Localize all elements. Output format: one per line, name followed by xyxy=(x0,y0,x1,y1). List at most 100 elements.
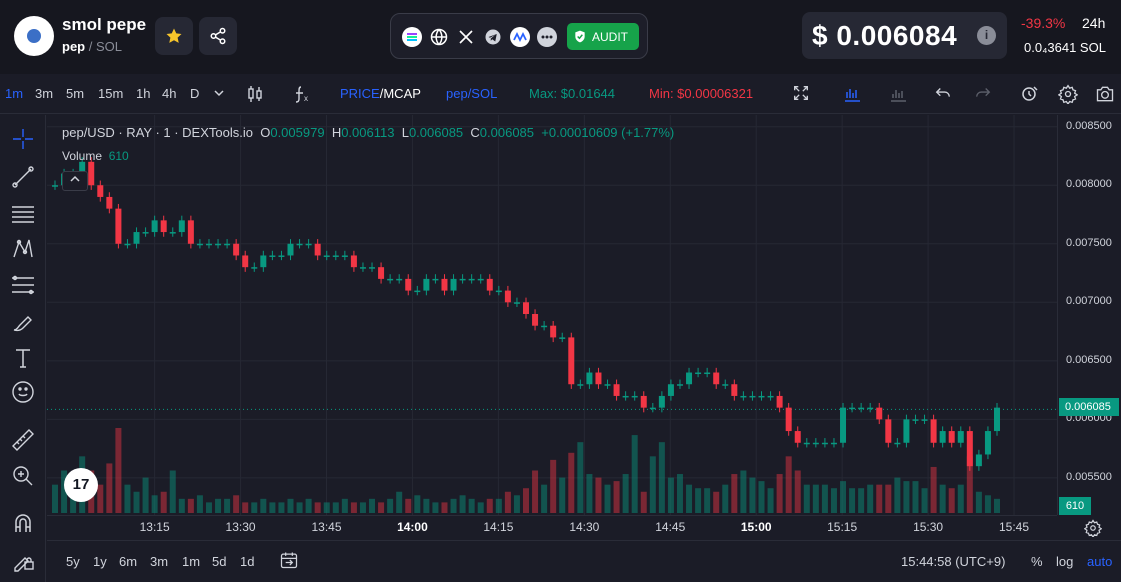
volume-bar xyxy=(414,495,421,513)
volume-bar xyxy=(52,484,58,513)
clock[interactable]: 15:44:58 (UTC+9) xyxy=(901,554,1006,569)
globe-icon[interactable] xyxy=(429,27,449,47)
range-1d[interactable]: 1d xyxy=(240,554,255,569)
candle-body xyxy=(79,161,86,174)
volume-bar xyxy=(704,488,711,513)
volume-bar xyxy=(369,498,376,513)
brush-icon[interactable] xyxy=(11,310,35,334)
volume-bar xyxy=(251,502,258,513)
settings-icon[interactable] xyxy=(1057,84,1079,106)
camera-icon[interactable] xyxy=(1095,84,1115,104)
price-tick-label: 0.008500 xyxy=(1066,119,1112,132)
interval-3m[interactable]: 3m xyxy=(35,86,54,101)
close-value: 0.006085 xyxy=(479,125,535,140)
more-icon[interactable] xyxy=(537,27,557,47)
trades-chart-icon[interactable] xyxy=(842,84,862,104)
drawing-toolbar xyxy=(0,115,46,582)
range-5y[interactable]: 5y xyxy=(66,554,80,569)
volume-bar xyxy=(622,474,629,513)
indicators-icon[interactable]: x xyxy=(293,84,313,104)
interval-1h[interactable]: 1h xyxy=(136,86,151,101)
lock-draw-icon[interactable] xyxy=(11,548,35,572)
volume-bar xyxy=(939,484,946,513)
trend-line-icon[interactable] xyxy=(11,165,35,189)
interval-15m[interactable]: 15m xyxy=(98,86,124,101)
price-chart[interactable] xyxy=(47,115,1057,515)
time-tick-label: 14:15 xyxy=(483,520,514,534)
time-tick-label: 13:15 xyxy=(139,520,170,534)
price-axis[interactable] xyxy=(1057,115,1121,515)
volume-bar xyxy=(975,491,982,513)
candle-body xyxy=(640,395,647,408)
interval-D[interactable]: D xyxy=(190,86,200,101)
interval-dropdown-icon[interactable] xyxy=(214,86,224,101)
candle-body xyxy=(97,185,104,197)
axis-settings-icon[interactable] xyxy=(1083,519,1103,539)
volume-bar xyxy=(233,495,240,513)
volume-chart-icon[interactable] xyxy=(888,84,908,104)
telegram-icon[interactable] xyxy=(483,27,503,47)
info-icon[interactable]: i xyxy=(977,26,996,45)
candle-body xyxy=(169,232,176,234)
redo-icon[interactable] xyxy=(974,84,994,104)
range-5d[interactable]: 5d xyxy=(212,554,227,569)
auto-toggle[interactable]: auto xyxy=(1087,554,1113,569)
range-1m[interactable]: 1m xyxy=(182,554,201,569)
favorite-button[interactable] xyxy=(155,17,193,55)
interval-1m[interactable]: 1m xyxy=(5,86,24,101)
emoji-icon[interactable] xyxy=(11,380,35,404)
share-button[interactable] xyxy=(199,17,237,55)
candle-body xyxy=(269,255,276,257)
time-tick-label: 15:00 xyxy=(740,520,772,534)
volume-bar xyxy=(830,488,837,513)
text-icon[interactable] xyxy=(11,346,35,370)
time-axis[interactable] xyxy=(47,515,1057,539)
magnet-icon[interactable] xyxy=(11,512,35,536)
candle-body xyxy=(595,372,602,385)
ruler-icon[interactable] xyxy=(11,428,35,452)
candle-body xyxy=(441,278,448,291)
range-3m[interactable]: 3m xyxy=(150,554,169,569)
volume-bar xyxy=(640,491,647,513)
pair-toggle[interactable]: pep/SOL xyxy=(446,86,498,101)
volume-bar xyxy=(676,474,683,513)
percent-toggle[interactable]: % xyxy=(1031,554,1043,569)
crosshair-icon[interactable] xyxy=(11,127,35,151)
low-key: L xyxy=(401,125,409,140)
volume-bar xyxy=(595,477,602,513)
solana-icon[interactable] xyxy=(402,27,422,47)
candle-body xyxy=(858,407,865,410)
volume-bar xyxy=(885,484,892,513)
ohlc-legend: pep/USD · RAY · 1 · DEXTools.io O0.00597… xyxy=(62,125,674,140)
candle-body xyxy=(541,325,548,328)
range-1y[interactable]: 1y xyxy=(93,554,107,569)
zoom-icon[interactable] xyxy=(11,464,35,488)
candle-body xyxy=(975,454,982,467)
candle-body xyxy=(332,255,339,257)
low-value: 0.006085 xyxy=(408,125,464,140)
interval-5m[interactable]: 5m xyxy=(66,86,85,101)
candle-body xyxy=(631,395,638,398)
goto-date-icon[interactable] xyxy=(279,550,299,570)
candle-body xyxy=(803,442,810,445)
candle-type-icon[interactable] xyxy=(245,84,265,104)
pattern-icon[interactable] xyxy=(11,237,35,261)
range-6m[interactable]: 6m xyxy=(119,554,138,569)
audit-button[interactable]: AUDIT xyxy=(567,23,639,50)
coinmarketcap-icon[interactable] xyxy=(510,27,530,47)
undo-icon[interactable] xyxy=(934,84,954,104)
horizontal-lines-icon[interactable] xyxy=(11,202,35,226)
fib-icon[interactable] xyxy=(11,273,35,297)
alert-icon[interactable] xyxy=(1020,84,1040,104)
current-price-marker: 0.006085 xyxy=(1059,398,1119,416)
volume-bar xyxy=(523,488,529,513)
candle-body xyxy=(486,278,493,291)
log-toggle[interactable]: log xyxy=(1056,554,1074,569)
price-mcap-toggle[interactable]: PRICE/MCAP xyxy=(340,86,421,101)
candle-body xyxy=(921,419,928,421)
fullscreen-icon[interactable] xyxy=(792,84,812,104)
x-twitter-icon[interactable] xyxy=(456,27,476,47)
interval-4h[interactable]: 4h xyxy=(162,86,177,101)
collapse-legend-button[interactable] xyxy=(62,171,88,191)
volume-bar xyxy=(441,502,448,513)
